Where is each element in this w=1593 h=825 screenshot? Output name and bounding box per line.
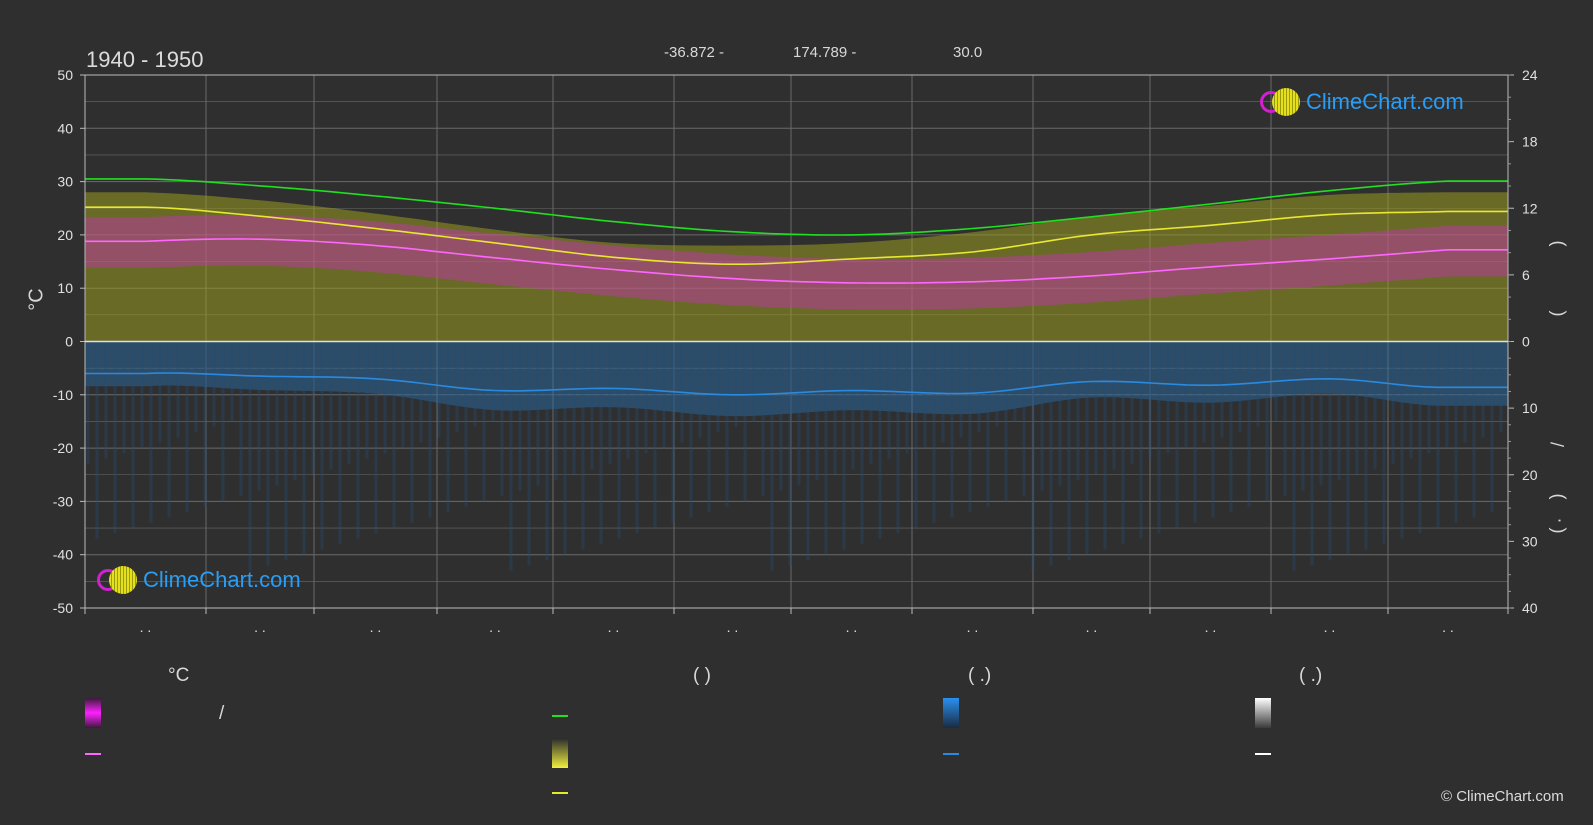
legend-temp-range-swatch	[85, 698, 101, 728]
left-tick-label: -30	[53, 493, 73, 509]
right-tick-label: 18	[1522, 134, 1538, 150]
logo-sun-icon	[109, 566, 137, 594]
logo-text: ClimeChart.com	[1306, 89, 1464, 114]
month-label: . .	[140, 619, 152, 635]
copyright: © ClimeChart.com	[1441, 788, 1564, 805]
longitude: 174.789 -	[793, 44, 857, 61]
axes	[80, 74, 1514, 614]
right-tick-label: 24	[1522, 67, 1538, 83]
legend-daylight-line	[552, 715, 568, 717]
legend-precip-line	[943, 753, 959, 755]
right-axis-glyph-1: )	[1546, 240, 1567, 247]
logo-top-right[interactable]: ClimeChart.com	[1260, 88, 1464, 116]
right-axis-glyph-2: (	[1546, 310, 1567, 317]
right-axis-glyph-4: ·	[1548, 517, 1569, 524]
month-label: . .	[1086, 619, 1098, 635]
month-label: . .	[727, 619, 739, 635]
legend-temp-mean-line	[85, 753, 101, 755]
right-tick-label: 10	[1522, 400, 1538, 416]
right-tick-label: 12	[1522, 200, 1538, 216]
latitude: -36.872 -	[664, 44, 725, 61]
right-tick-label: 6	[1522, 267, 1530, 283]
left-tick-label: 10	[57, 280, 73, 296]
logo-bottom-left[interactable]: ClimeChart.com	[97, 566, 301, 594]
tick-labels: 50 40 30 20 10 0 -10 -20 -30 -40 -50 24 18 12 6 0 10 20 30…	[53, 67, 1538, 635]
right-axis-slash: /	[1548, 441, 1569, 448]
logo-text: ClimeChart.com	[143, 567, 301, 592]
right-tick-label: 0	[1522, 334, 1530, 350]
left-tick-label: -10	[53, 387, 73, 403]
left-tick-label: 50	[57, 67, 73, 83]
legend-snow-swatch	[1255, 698, 1271, 728]
legend-sunshine-line	[552, 792, 568, 794]
month-label: . .	[254, 619, 266, 635]
precipitation-line	[85, 372, 1508, 396]
month-label: . .	[608, 619, 620, 635]
temperature-mean-line	[85, 238, 1508, 284]
month-label: . .	[370, 619, 382, 635]
left-tick-label: 20	[57, 227, 73, 243]
right-axis-glyph-5: (	[1546, 527, 1567, 534]
left-tick-label: 0	[65, 334, 73, 350]
left-tick-label: 40	[57, 120, 73, 136]
left-tick-label: -50	[53, 600, 73, 616]
legend-sunshine-swatch	[552, 738, 568, 768]
data-bands	[85, 192, 1508, 571]
right-tick-label: 30	[1522, 533, 1538, 549]
month-label: . .	[846, 619, 858, 635]
month-label: . .	[1324, 619, 1336, 635]
legend-sun-title: ( )	[693, 665, 711, 686]
left-tick-label: -20	[53, 440, 73, 456]
legend-snow-title: ( .)	[1299, 665, 1323, 686]
left-axis-unit: °C	[25, 288, 48, 311]
left-tick-label: 30	[57, 174, 73, 190]
right-tick-label: 40	[1522, 600, 1538, 616]
month-label: . .	[1442, 619, 1454, 635]
legend-temp-range-sep: /	[219, 703, 225, 724]
sunshine-line	[85, 206, 1508, 265]
legend-snow-line	[1255, 753, 1271, 755]
month-label: . .	[967, 619, 979, 635]
right-tick-label: 20	[1522, 467, 1538, 483]
legend-precip-swatch	[943, 698, 959, 728]
logo-sun-icon	[1272, 88, 1300, 116]
data-lines	[85, 178, 1508, 396]
month-label: . .	[1205, 619, 1217, 635]
right-axis-glyph-3: )	[1546, 493, 1567, 500]
daylight-line	[85, 178, 1508, 236]
month-label: . .	[489, 619, 501, 635]
left-tick-label: -40	[53, 547, 73, 563]
elevation: 30.0	[953, 44, 983, 61]
legend-precip-title: ( .)	[968, 665, 992, 686]
precipitation-band	[85, 341, 1508, 417]
legend-temp-title: °C	[168, 665, 190, 686]
period-title: 1940 - 1950	[86, 47, 204, 72]
